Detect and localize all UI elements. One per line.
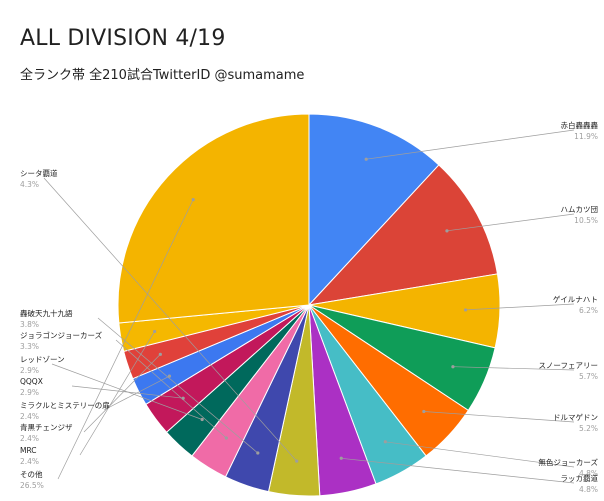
pie-slice-2[interactable] <box>307 164 499 306</box>
leader-line-12 <box>71 385 184 399</box>
slice-label-12: QQQX <box>20 377 43 386</box>
slice-percent-9: 3.8% <box>20 320 39 329</box>
slice-percent-5: 5.2% <box>579 424 598 433</box>
slice-percent-15: 2.4% <box>20 457 39 466</box>
slice-percent-8: 4.3% <box>20 180 39 189</box>
slice-label-11: レッドゾーン <box>20 355 65 364</box>
leader-line-15 <box>79 331 155 456</box>
slice-label-10: ジョラゴンジョーカーズ <box>20 330 103 340</box>
leader-line-1 <box>366 129 575 160</box>
leader-line-10 <box>115 339 227 439</box>
slice-label-3: ゲイルナハト <box>553 295 598 304</box>
slice-percent-4: 5.7% <box>579 372 598 381</box>
slice-label-4: スノーフェアリー <box>538 361 598 370</box>
slice-percent-2: 10.5% <box>574 216 598 225</box>
slice-label-7: ラッカ覇道 <box>561 473 599 483</box>
slice-label-6: 無色ジョーカーズ <box>538 457 598 467</box>
pie-slice-16[interactable] <box>117 113 310 324</box>
slice-label-8: シータ覇道 <box>20 168 58 178</box>
slice-percent-12: 2.9% <box>20 388 39 397</box>
slice-percent-16: 26.5% <box>20 481 44 490</box>
leader-line-5 <box>423 411 575 423</box>
slice-label-5: ドルマゲドン <box>553 413 598 422</box>
leader-line-7 <box>341 457 575 484</box>
chart-subtitle: 全ランク帯 全210試合TwitterID @sumamame <box>20 68 305 83</box>
slice-percent-14: 2.4% <box>20 434 39 443</box>
leader-line-4 <box>452 366 575 371</box>
leader-dot-11 <box>200 417 204 422</box>
leader-line-2 <box>446 213 575 232</box>
leader-dot-2 <box>445 229 449 233</box>
leader-line-16 <box>57 199 194 480</box>
slice-percent-13: 2.4% <box>20 412 39 421</box>
slice-percent-6: 4.8% <box>579 469 598 478</box>
pie-slice-1[interactable] <box>308 113 440 307</box>
leader-line-8 <box>43 177 297 462</box>
slice-label-9: 轟破天九十九語 <box>20 308 73 318</box>
slice-percent-10: 3.3% <box>20 342 39 351</box>
slice-label-2: ハムカツ団 <box>561 205 599 214</box>
slice-label-13: ミラクルとミステリーの扉 <box>20 400 110 410</box>
leader-line-13 <box>103 375 170 411</box>
chart-title: ALL DIVISION 4/19 <box>20 26 226 51</box>
leader-line-3 <box>465 303 575 311</box>
slice-percent-11: 2.9% <box>20 366 39 375</box>
slice-percent-3: 6.2% <box>579 306 598 315</box>
slice-percent-7: 4.8% <box>579 485 598 494</box>
slice-label-16: その他 <box>20 469 43 479</box>
slice-percent-1: 11.9% <box>574 132 598 141</box>
slice-label-15: MRC <box>20 446 37 455</box>
slice-label-1: 赤白轟轟轟 <box>561 120 599 130</box>
slice-label-14: 青黒チェンジザ <box>20 422 73 432</box>
leader-line-14 <box>83 354 161 433</box>
leader-line-6 <box>385 441 575 468</box>
